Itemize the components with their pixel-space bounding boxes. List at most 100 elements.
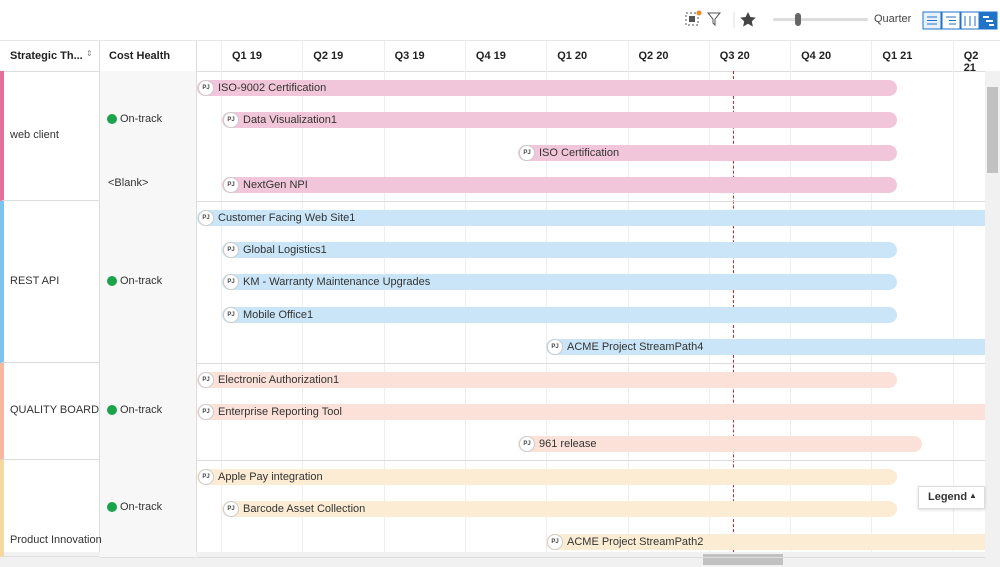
vertical-scrollbar[interactable] <box>985 71 1000 552</box>
grid-line <box>302 41 304 552</box>
project-badge: PJ <box>547 533 563 550</box>
project-bar[interactable] <box>197 371 897 388</box>
row-divider <box>197 362 985 364</box>
project-bar[interactable] <box>222 112 897 129</box>
column-header[interactable]: Cost Health <box>109 50 171 62</box>
sort-icon[interactable]: ⇕ <box>86 49 93 58</box>
theme-cell <box>0 459 99 557</box>
grid-line <box>790 41 792 552</box>
project-badge: PJ <box>223 501 239 518</box>
project-name[interactable]: 961 release <box>539 438 597 451</box>
project-bar[interactable] <box>518 436 922 453</box>
theme-label: web client <box>10 129 59 141</box>
project-bar[interactable] <box>222 177 897 194</box>
timeline-label: Q2 21 <box>963 50 979 74</box>
timeline-label: Q2 20 <box>638 50 669 62</box>
project-name[interactable]: Enterprise Reporting Tool <box>218 406 342 418</box>
cost-health: On-track <box>120 404 163 417</box>
icon <box>983 16 994 26</box>
theme-cell <box>0 200 99 363</box>
grid-line <box>627 41 629 552</box>
project-name[interactable]: Electronic Authorization1 <box>218 373 340 386</box>
favorite-icon[interactable] <box>740 12 756 27</box>
view-switcher <box>922 11 998 30</box>
project-badge: PJ <box>223 242 239 258</box>
project-bar[interactable] <box>197 209 985 226</box>
project-name[interactable]: ISO Certification <box>539 146 620 159</box>
project-name[interactable]: ACME Project StreamPath2 <box>567 535 704 548</box>
project-bar[interactable] <box>518 144 897 161</box>
status-dot <box>107 502 117 513</box>
cost-health: On-track <box>120 112 163 125</box>
project-bar[interactable] <box>222 242 897 258</box>
grid-line <box>871 41 873 552</box>
project-bar[interactable] <box>222 274 897 291</box>
project-bar[interactable] <box>546 533 985 550</box>
filter-icon[interactable] <box>706 12 722 27</box>
project-bar[interactable] <box>197 404 985 420</box>
icon <box>946 16 956 25</box>
grid-line <box>952 41 954 552</box>
row-divider <box>197 459 985 461</box>
project-badge: PJ <box>519 436 535 453</box>
header-row <box>0 41 985 72</box>
status-dot <box>107 113 117 124</box>
project-name[interactable]: Apple Pay integration <box>218 470 323 483</box>
project-badge: PJ <box>198 209 214 226</box>
grid-line <box>221 41 222 552</box>
project-name[interactable]: Data Visualization1 <box>243 114 337 127</box>
project-bar[interactable] <box>197 468 897 485</box>
project-name[interactable]: ACME Project StreamPath4 <box>567 341 704 354</box>
timeline-label: Q4 20 <box>801 50 832 62</box>
timeline-label: Q1 19 <box>232 50 262 62</box>
project-bar[interactable] <box>222 306 897 323</box>
zoom-label: Quarter <box>874 13 912 25</box>
theme-label: REST API <box>10 275 60 287</box>
project-badge: PJ <box>223 274 239 291</box>
theme-cell <box>0 362 99 460</box>
grid-line <box>464 41 466 552</box>
timeline-label: Q1 21 <box>882 50 913 62</box>
toolbar <box>0 0 1000 41</box>
project-bar[interactable] <box>197 80 897 96</box>
select-icon[interactable] <box>685 12 699 26</box>
project-name[interactable]: Mobile Office1 <box>243 308 314 321</box>
project-badge: PJ <box>519 144 535 161</box>
zoom-knob[interactable] <box>795 13 801 26</box>
notify-dot <box>696 10 702 16</box>
timeline: Q1 19 Q2 19 Q3 19 Q4 19 Q1 20 Q2 20 Q3 20 Q4 20… <box>197 41 985 552</box>
project-badge: PJ <box>223 177 239 194</box>
timeline-label: Q3 19 <box>394 50 425 62</box>
theme-cell <box>0 71 99 201</box>
project-badge: PJ <box>198 371 214 388</box>
zoom-slider[interactable] <box>773 18 868 21</box>
project-badge: PJ <box>198 468 214 485</box>
timeline-label: Q1 20 <box>557 50 588 62</box>
scroll-thumb[interactable] <box>703 554 783 565</box>
column-header[interactable]: Strategic Th... <box>10 50 83 62</box>
divider <box>196 41 197 552</box>
project-bar[interactable] <box>222 501 897 518</box>
status-dot <box>107 275 117 286</box>
project-name[interactable]: Customer Facing Web Site1 <box>218 211 356 224</box>
status-dot <box>107 405 117 416</box>
scroll-thumb[interactable] <box>987 87 998 173</box>
caret: ▲ <box>969 491 977 500</box>
timeline-label: Q3 20 <box>719 50 750 62</box>
cost-health: On-track <box>120 274 163 287</box>
toolbar-icons <box>685 10 756 28</box>
project-badge: PJ <box>198 404 214 420</box>
icon <box>964 16 976 26</box>
project-name[interactable]: ISO-9002 Certification <box>218 82 327 94</box>
project-name[interactable]: Global Logistics1 <box>243 244 327 256</box>
project-name[interactable]: NextGen NPI <box>243 179 308 192</box>
project-badge: PJ <box>223 112 239 129</box>
project-bar[interactable] <box>546 339 985 356</box>
project-name[interactable]: Barcode Asset Collection <box>243 503 366 516</box>
project-name[interactable]: KM - Warranty Maintenance Upgrades <box>243 276 431 289</box>
legend-button[interactable]: Legend ▲ <box>918 486 985 509</box>
icon <box>927 16 937 25</box>
grid-line <box>383 41 385 552</box>
